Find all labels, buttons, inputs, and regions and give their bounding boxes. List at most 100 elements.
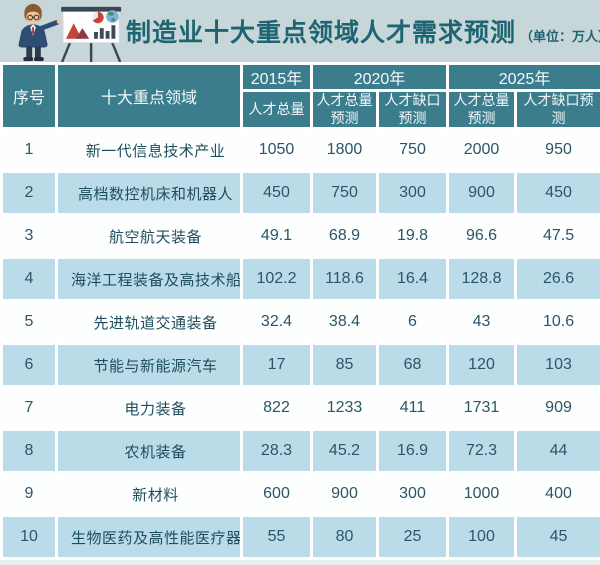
row-index: 5 xyxy=(0,299,58,345)
year-header-2025: 2025年 xyxy=(446,62,600,92)
col-header-total-2015: 人才总量 xyxy=(240,89,313,130)
value-2020-total: 80 xyxy=(310,514,379,560)
row-index: 7 xyxy=(0,385,58,431)
year-header-2015: 2015年 xyxy=(240,62,313,92)
value-2025-gap: 47.5 xyxy=(514,213,600,259)
value-2020-gap: 16.4 xyxy=(375,256,450,302)
value-2020-gap: 300 xyxy=(375,170,450,216)
value-2025-gap: 909 xyxy=(514,385,600,431)
value-2020-total: 750 xyxy=(310,170,379,216)
value-2020-gap: 68 xyxy=(375,342,450,388)
value-2020-gap: 300 xyxy=(375,471,450,517)
year-header-2020: 2020年 xyxy=(309,62,450,92)
value-2020-gap: 25 xyxy=(375,514,450,560)
value-2020-total: 1800 xyxy=(310,127,379,173)
field-name: 农机装备 xyxy=(55,428,243,474)
field-name: 高档数控机床和机器人 xyxy=(55,170,243,216)
header-banner: 制造业十大重点领域人才需求预测 （单位：万人） xyxy=(0,0,600,62)
value-2015-total: 55 xyxy=(240,514,313,560)
col-header-total-forecast-2025: 人才总量预测 xyxy=(446,89,518,130)
value-2025-total: 120 xyxy=(446,342,518,388)
value-2015-total: 600 xyxy=(240,471,313,517)
table-row: 8 农机装备 28.3 45.2 16.9 72.3 44 xyxy=(0,428,600,474)
pie-chart-icon xyxy=(92,11,104,24)
table-header: 序号 十大重点领域 2015年 2020年 2025年 人才总量 人才总量预测 … xyxy=(0,62,600,130)
value-2020-gap: 19.8 xyxy=(375,213,450,259)
table-row: 1 新一代信息技术产业 1050 1800 750 2000 950 xyxy=(0,127,600,173)
row-index: 10 xyxy=(0,514,58,560)
col-header-total-forecast-2020: 人才总量预测 xyxy=(310,89,379,130)
table-row: 3 航空航天装备 49.1 68.9 19.8 96.6 47.5 xyxy=(0,213,600,259)
presenter-illustration xyxy=(18,3,122,62)
value-2015-total: 49.1 xyxy=(240,213,313,259)
presenter-figure xyxy=(18,3,62,62)
table-row: 4 海洋工程装备及高技术船舶 102.2 118.6 16.4 128.8 26… xyxy=(0,256,600,302)
row-index: 8 xyxy=(0,428,58,474)
table-row: 5 先进轨道交通装备 32.4 38.4 6 43 10.6 xyxy=(0,299,600,345)
value-2020-total: 118.6 xyxy=(310,256,379,302)
value-2025-gap: 44 xyxy=(514,428,600,474)
value-2025-total: 900 xyxy=(446,170,518,216)
value-2025-gap: 10.6 xyxy=(514,299,600,345)
value-2020-total: 68.9 xyxy=(310,213,379,259)
value-2025-gap: 400 xyxy=(514,471,600,517)
value-2020-total: 45.2 xyxy=(310,428,379,474)
row-index: 3 xyxy=(0,213,58,259)
field-name: 电力装备 xyxy=(55,385,243,431)
value-2025-gap: 450 xyxy=(514,170,600,216)
value-2020-total: 85 xyxy=(310,342,379,388)
value-2020-gap: 750 xyxy=(375,127,450,173)
glasses-icon xyxy=(27,14,40,21)
row-index: 2 xyxy=(0,170,58,216)
value-2015-total: 822 xyxy=(240,385,313,431)
value-2015-total: 102.2 xyxy=(240,256,313,302)
talent-forecast-table: 序号 十大重点领域 2015年 2020年 2025年 人才总量 人才总量预测 … xyxy=(0,62,600,560)
value-2025-total: 2000 xyxy=(446,127,518,173)
value-2025-gap: 45 xyxy=(514,514,600,560)
row-index: 4 xyxy=(0,256,58,302)
page-title: 制造业十大重点领域人才需求预测 xyxy=(126,19,517,47)
field-name: 生物医药及高性能医疗器械 xyxy=(55,514,243,560)
field-name: 海洋工程装备及高技术船舶 xyxy=(55,256,243,302)
bar-chart-icon xyxy=(94,25,116,39)
value-2025-gap: 103 xyxy=(514,342,600,388)
value-2015-total: 17 xyxy=(240,342,313,388)
row-index: 9 xyxy=(0,471,58,517)
table-row: 2 高档数控机床和机器人 450 750 300 900 450 xyxy=(0,170,600,216)
footer-strip xyxy=(0,560,600,565)
value-2025-total: 128.8 xyxy=(446,256,518,302)
area-chart-icon xyxy=(65,23,90,39)
value-2015-total: 32.4 xyxy=(240,299,313,345)
value-2020-total: 1233 xyxy=(310,385,379,431)
value-2025-total: 1000 xyxy=(446,471,518,517)
value-2025-total: 1731 xyxy=(446,385,518,431)
globe-icon xyxy=(106,10,119,23)
col-header-gap-forecast-2020: 人才缺口预测 xyxy=(375,89,450,130)
field-name: 新材料 xyxy=(55,471,243,517)
col-header-index: 序号 xyxy=(0,62,58,130)
unit-label: （单位：万人） xyxy=(520,29,600,44)
value-2025-total: 43 xyxy=(446,299,518,345)
value-2020-gap: 6 xyxy=(375,299,450,345)
field-name: 航空航天装备 xyxy=(55,213,243,259)
value-2025-gap: 950 xyxy=(514,127,600,173)
banner-title-group: 制造业十大重点领域人才需求预测 （单位：万人） xyxy=(126,13,600,49)
value-2015-total: 450 xyxy=(240,170,313,216)
table-row: 7 电力装备 822 1233 411 1731 909 xyxy=(0,385,600,431)
value-2025-gap: 26.6 xyxy=(514,256,600,302)
field-name: 先进轨道交通装备 xyxy=(55,299,243,345)
field-name: 节能与新能源汽车 xyxy=(55,342,243,388)
table-row: 6 节能与新能源汽车 17 85 68 120 103 xyxy=(0,342,600,388)
table-row: 10 生物医药及高性能医疗器械 55 80 25 100 45 xyxy=(0,514,600,560)
value-2015-total: 1050 xyxy=(240,127,313,173)
table-body: 1 新一代信息技术产业 1050 1800 750 2000 950 2 高档数… xyxy=(0,127,600,560)
value-2025-total: 100 xyxy=(446,514,518,560)
flipchart-top-bar xyxy=(61,6,122,12)
easel-legs xyxy=(60,40,122,62)
col-header-field: 十大重点领域 xyxy=(55,62,243,130)
value-2020-total: 38.4 xyxy=(310,299,379,345)
row-index: 1 xyxy=(0,127,58,173)
field-name: 新一代信息技术产业 xyxy=(55,127,243,173)
value-2020-total: 900 xyxy=(310,471,379,517)
value-2015-total: 28.3 xyxy=(240,428,313,474)
